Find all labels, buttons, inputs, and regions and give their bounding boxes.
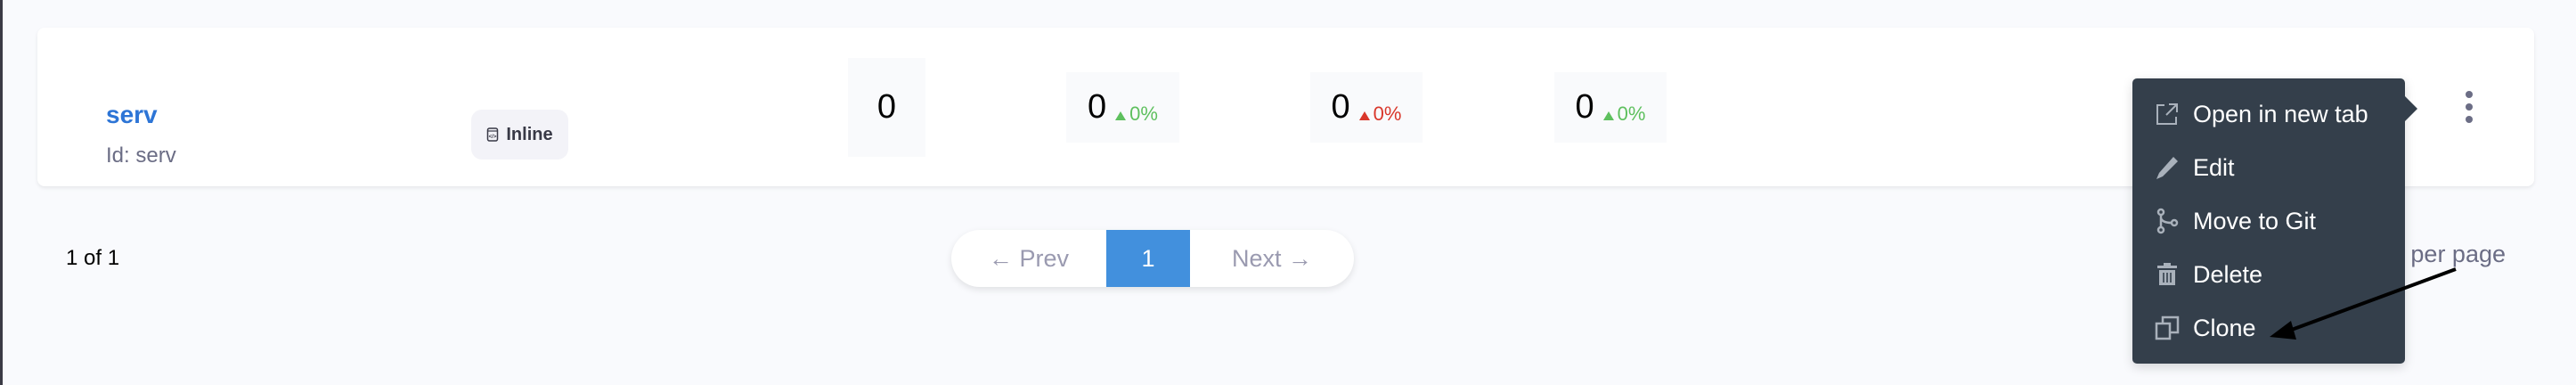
metric-value: 0 bbox=[1575, 88, 1594, 126]
next-button[interactable]: Next → bbox=[1231, 244, 1313, 272]
left-border bbox=[0, 0, 3, 385]
menu-item-clone[interactable]: Clone bbox=[2154, 310, 2256, 346]
trend-up-icon bbox=[1602, 111, 1614, 120]
metric-2: 0 0% bbox=[1066, 72, 1179, 143]
metric-change: 0% bbox=[1373, 102, 1402, 125]
metric-value: 0 bbox=[1088, 88, 1107, 126]
metric-1: 0 bbox=[848, 58, 925, 157]
menu-item-label: Move to Git bbox=[2193, 207, 2317, 234]
menu-item-label: Delete bbox=[2193, 260, 2263, 288]
service-row-card[interactable]: serv Id: serv </> Inline 0 0 0% 0 0% 0 0… bbox=[37, 28, 2534, 186]
menu-item-label: Clone bbox=[2193, 314, 2256, 341]
trash-icon bbox=[2157, 263, 2177, 285]
menu-caret bbox=[2405, 96, 2417, 121]
service-id: Id: serv bbox=[106, 143, 176, 168]
git-branch-icon bbox=[2156, 208, 2179, 234]
metric-4: 0 0% bbox=[1554, 72, 1667, 143]
trend-up-icon bbox=[1115, 111, 1127, 120]
pencil-icon bbox=[2156, 157, 2178, 179]
row-context-menu: Open in new tab Edit Move to Git Delete … bbox=[2132, 78, 2417, 364]
page-1-button[interactable]: 1 bbox=[1106, 230, 1190, 287]
menu-item-label: Edit bbox=[2193, 153, 2235, 181]
external-link-icon bbox=[2156, 103, 2178, 125]
trend-up-icon bbox=[1358, 111, 1370, 120]
metric-change: 0% bbox=[1129, 102, 1158, 125]
service-name-link[interactable]: serv bbox=[106, 101, 158, 128]
menu-item-label: Open in new tab bbox=[2193, 100, 2368, 127]
metric-value: 0 bbox=[876, 88, 897, 126]
svg-text:</>: </> bbox=[489, 135, 497, 140]
code-file-icon: </> bbox=[487, 127, 499, 142]
per-page-label[interactable]: per page bbox=[2410, 241, 2506, 267]
inline-badge: </> Inline bbox=[471, 110, 568, 160]
pagination: ← Prev 1 Next → bbox=[951, 230, 1354, 287]
clone-icon bbox=[2155, 315, 2180, 340]
metric-3: 0 0% bbox=[1310, 72, 1423, 143]
menu-item-move-to-git[interactable]: Move to Git bbox=[2154, 203, 2316, 239]
prev-button[interactable]: ← Prev bbox=[988, 244, 1070, 272]
page-info: 1 of 1 bbox=[66, 246, 120, 270]
menu-item-edit[interactable]: Edit bbox=[2154, 150, 2235, 185]
badge-label: Inline bbox=[506, 124, 553, 144]
menu-item-delete[interactable]: Delete bbox=[2154, 257, 2262, 292]
metric-change: 0% bbox=[1617, 102, 1646, 125]
metric-value: 0 bbox=[1331, 88, 1350, 126]
menu-item-open-new-tab[interactable]: Open in new tab bbox=[2154, 96, 2368, 132]
more-options-icon[interactable] bbox=[2462, 91, 2476, 123]
